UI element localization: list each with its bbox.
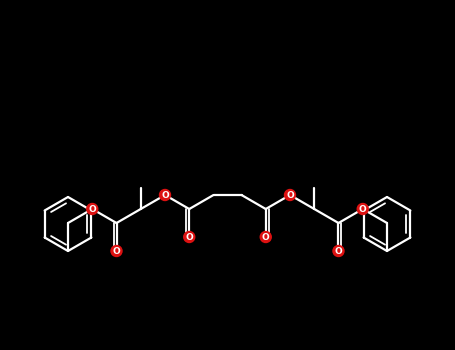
Circle shape — [111, 245, 122, 257]
Text: O: O — [88, 204, 96, 214]
Circle shape — [260, 231, 271, 243]
Text: O: O — [262, 232, 270, 241]
Circle shape — [184, 231, 195, 243]
Circle shape — [284, 189, 295, 201]
Circle shape — [160, 189, 171, 201]
Text: O: O — [359, 204, 367, 214]
Text: O: O — [286, 190, 294, 199]
Text: O: O — [161, 190, 169, 199]
Text: O: O — [334, 246, 342, 256]
Text: O: O — [185, 232, 193, 241]
Circle shape — [333, 245, 344, 257]
Circle shape — [357, 203, 368, 215]
Circle shape — [87, 203, 98, 215]
Text: O: O — [113, 246, 121, 256]
